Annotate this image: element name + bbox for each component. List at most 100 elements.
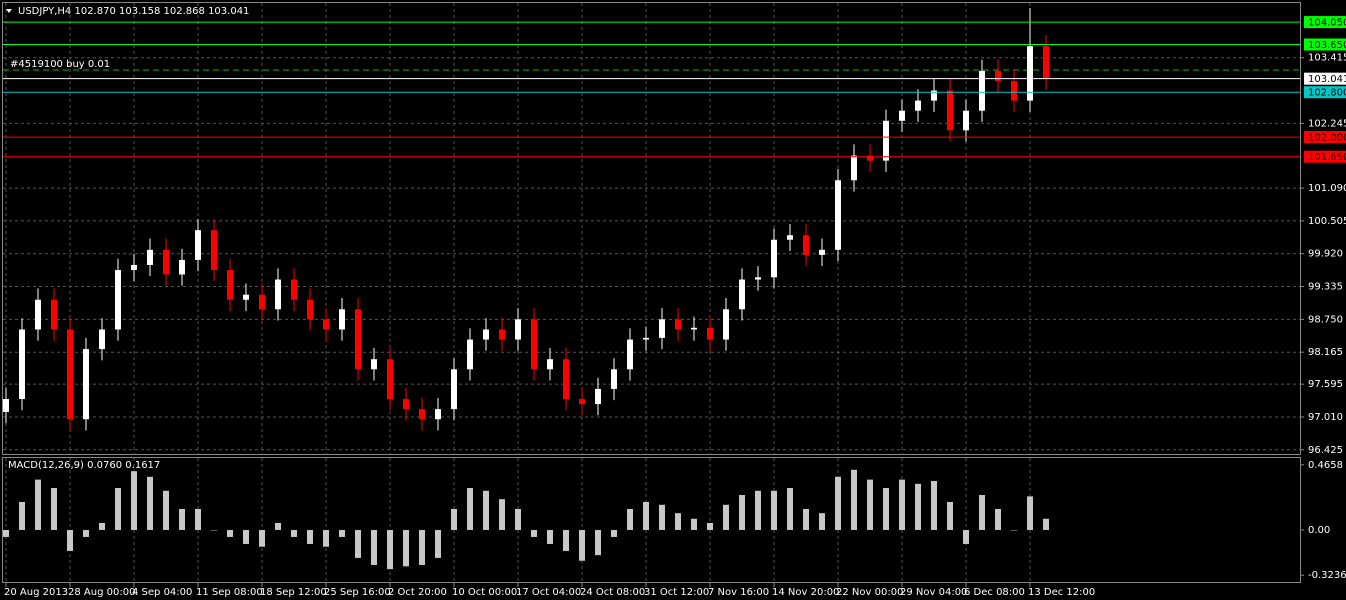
candle-body bbox=[51, 299, 57, 330]
macd-bar bbox=[307, 529, 313, 544]
macd-bar bbox=[387, 529, 393, 570]
x-tick-label: 17 Oct 04:00 bbox=[516, 587, 581, 598]
candle-body bbox=[147, 249, 153, 265]
macd-bar bbox=[3, 529, 9, 537]
candle-body bbox=[275, 279, 281, 310]
macd-bar bbox=[915, 483, 921, 530]
y-tick-label: 97.010 bbox=[1308, 412, 1343, 423]
macd-pane bbox=[2, 457, 1301, 583]
macd-bar bbox=[131, 471, 137, 530]
candle-body bbox=[707, 327, 713, 340]
candle-body bbox=[291, 279, 297, 300]
candle-body bbox=[899, 110, 905, 121]
macd-title: MACD(12,26,9) 0.0760 0.1617 bbox=[8, 460, 160, 471]
candle-body bbox=[563, 359, 569, 400]
macd-bar bbox=[1043, 518, 1049, 530]
macd-bar bbox=[659, 504, 665, 530]
macd-bar bbox=[499, 499, 505, 530]
macd-bar bbox=[835, 476, 841, 530]
candle-body bbox=[515, 319, 521, 340]
macd-bar bbox=[643, 501, 649, 530]
candle-body bbox=[323, 319, 329, 330]
y-tick-label: 99.920 bbox=[1308, 249, 1343, 260]
macd-bar bbox=[963, 529, 969, 544]
y-tick-label: 96.425 bbox=[1308, 445, 1343, 456]
candle-body bbox=[83, 349, 89, 420]
candle-body bbox=[819, 249, 825, 255]
candle-body bbox=[739, 279, 745, 310]
level-label: 102.800 bbox=[1308, 88, 1346, 99]
macd-bar bbox=[403, 529, 409, 567]
x-tick-label: 13 Dec 12:00 bbox=[1028, 587, 1095, 598]
macd-bar bbox=[435, 529, 441, 558]
y-tick-label: 102.245 bbox=[1308, 118, 1346, 129]
candle-body bbox=[675, 319, 681, 330]
candle-body bbox=[771, 239, 777, 278]
candle-body bbox=[483, 329, 489, 340]
price-pane bbox=[2, 2, 1301, 455]
level-tag bbox=[1304, 72, 1346, 85]
candle-body bbox=[67, 329, 73, 420]
y-tick-label: 98.750 bbox=[1308, 314, 1343, 325]
candle-body bbox=[435, 409, 441, 420]
menu-arrow[interactable] bbox=[6, 9, 12, 13]
candle-body bbox=[867, 155, 873, 161]
x-tick-label: 29 Nov 04:00 bbox=[900, 587, 967, 598]
x-tick-label: 22 Nov 00:00 bbox=[836, 587, 903, 598]
macd-bar bbox=[515, 508, 521, 530]
macd-bar bbox=[147, 476, 153, 530]
macd-bar bbox=[99, 522, 105, 530]
macd-bar bbox=[803, 508, 809, 530]
candle-body bbox=[259, 294, 265, 310]
macd-bar bbox=[771, 490, 777, 530]
candle-body bbox=[371, 359, 377, 370]
candle-body bbox=[307, 299, 313, 320]
level-label: 103.650 bbox=[1308, 40, 1346, 51]
order-label: #4519100 buy 0.01 bbox=[10, 59, 110, 70]
macd-bar bbox=[691, 518, 697, 530]
candle-body bbox=[627, 339, 633, 370]
macd-bar bbox=[979, 494, 985, 530]
macd-bar bbox=[211, 529, 217, 531]
macd-bar bbox=[275, 522, 281, 530]
candle-body bbox=[883, 120, 889, 161]
macd-bar bbox=[419, 529, 425, 565]
candle-body bbox=[947, 90, 953, 131]
macd-bar bbox=[115, 488, 121, 530]
candle-body bbox=[787, 235, 793, 240]
candle-body bbox=[963, 110, 969, 131]
candle-body bbox=[803, 235, 809, 255]
candle-body bbox=[403, 399, 409, 410]
y-tick-label: 99.335 bbox=[1308, 282, 1343, 293]
y-tick-label: 97.595 bbox=[1308, 379, 1343, 390]
candle-body bbox=[339, 309, 345, 330]
macd-bar bbox=[611, 529, 617, 537]
macd-bar bbox=[19, 501, 25, 530]
y-tick-label: -0.3236 bbox=[1308, 570, 1346, 581]
macd-bar bbox=[483, 490, 489, 530]
candle-body bbox=[1011, 80, 1017, 101]
macd-bar bbox=[67, 529, 73, 551]
macd-bar bbox=[35, 479, 41, 530]
candle-body bbox=[227, 270, 233, 300]
x-tick-label: 4 Sep 04:00 bbox=[132, 587, 192, 598]
candle-body bbox=[643, 337, 649, 340]
macd-bar bbox=[547, 529, 553, 544]
macd-bar bbox=[675, 513, 681, 530]
candle-body bbox=[995, 70, 1001, 81]
candle-body bbox=[99, 329, 105, 350]
candle-body bbox=[755, 277, 761, 280]
candle-body bbox=[1027, 46, 1033, 101]
macd-bar bbox=[739, 494, 745, 530]
x-tick-label: 14 Nov 20:00 bbox=[772, 587, 839, 598]
x-tick-label: 2 Oct 20:00 bbox=[388, 587, 447, 598]
macd-bar bbox=[995, 508, 1001, 530]
macd-bar bbox=[899, 479, 905, 530]
candle-body bbox=[19, 329, 25, 400]
macd-bar bbox=[355, 529, 361, 558]
macd-bar bbox=[819, 513, 825, 530]
macd-bar bbox=[259, 529, 265, 547]
x-tick-label: 7 Nov 16:00 bbox=[708, 587, 769, 598]
macd-bar bbox=[947, 501, 953, 530]
